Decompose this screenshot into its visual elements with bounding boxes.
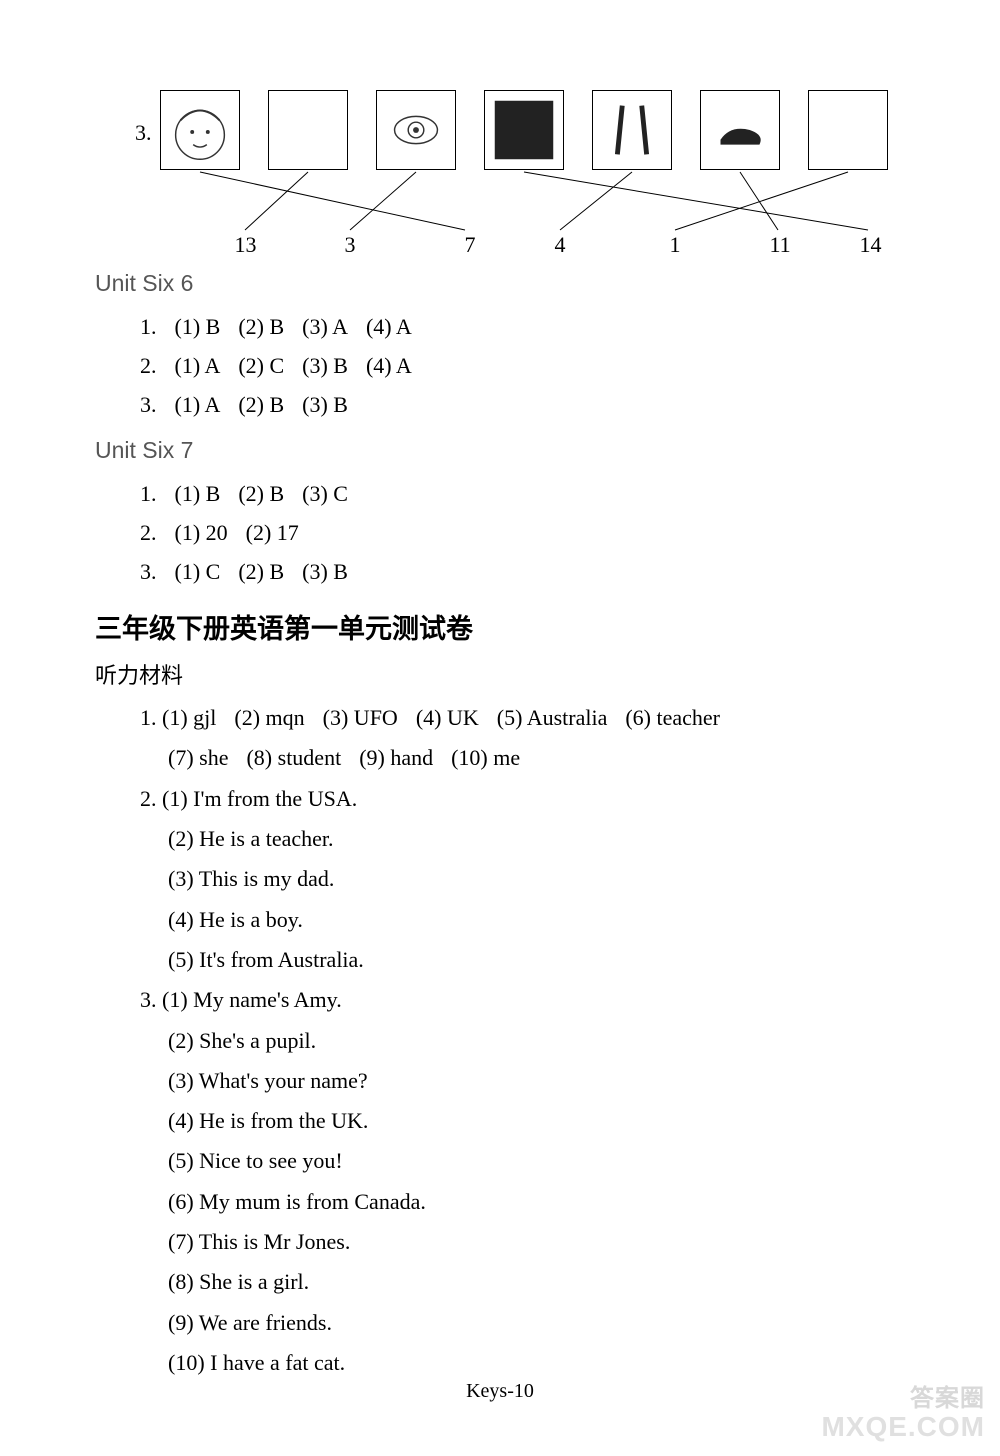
content-line: (7) This is Mr Jones. (168, 1224, 920, 1260)
content-line: 1. (1) gjl(2) mqn(3) UFO(4) UK(5) Austra… (140, 700, 920, 736)
answer-line: 3.(1) A(2) B(3) B (140, 387, 920, 422)
content-line: (7) she(8) student(9) hand(10) me (168, 740, 920, 776)
content-line: 2. (1) I'm from the USA. (140, 781, 920, 817)
content-line: (4) He is from the UK. (168, 1103, 920, 1139)
matching-exercise: 3. (135, 90, 920, 250)
answer-group: 1.(1) B(2) B(3) A(4) A 2.(1) A(2) C(3) B… (140, 309, 920, 423)
content-line: (4) He is a boy. (168, 902, 920, 938)
content-line: (9) We are friends. (168, 1305, 920, 1341)
content-line: 3. (1) My name's Amy. (140, 982, 920, 1018)
match-num: 7 (465, 232, 476, 258)
content-line: (2) She's a pupil. (168, 1023, 920, 1059)
match-num: 4 (555, 232, 566, 258)
listening-content: 1. (1) gjl(2) mqn(3) UFO(4) UK(5) Austra… (140, 700, 920, 1381)
test-heading: 三年级下册英语第一单元测试卷 (95, 607, 920, 646)
watermark-cn: 答案圈 (821, 1386, 985, 1412)
answer-line: 2.(1) 20(2) 17 (140, 515, 920, 550)
match-num: 11 (770, 232, 791, 258)
test-subheading: 听力材料 (95, 658, 920, 690)
watermark-en: MXQE.COM (821, 1412, 985, 1443)
answer-line: 1.(1) B(2) B(3) C (140, 476, 920, 511)
section-heading: Unit Six 6 (95, 270, 920, 297)
section-heading: Unit Six 7 (95, 437, 920, 464)
content-line: (3) This is my dad. (168, 861, 920, 897)
answer-group: 1.(1) B(2) B(3) C 2.(1) 20(2) 17 3.(1) C… (140, 476, 920, 590)
content-line: (10) I have a fat cat. (168, 1345, 920, 1381)
match-num: 14 (860, 232, 882, 258)
match-num: 1 (670, 232, 681, 258)
content-line: (8) She is a girl. (168, 1264, 920, 1300)
match-num: 3 (345, 232, 356, 258)
watermark: 答案圈 MXQE.COM (821, 1386, 985, 1443)
match-num: 13 (235, 232, 257, 258)
content-line: (2) He is a teacher. (168, 821, 920, 857)
content-line: (3) What's your name? (168, 1063, 920, 1099)
content-line: (5) Nice to see you! (168, 1143, 920, 1179)
matching-diagram: 13 3 7 4 1 11 14 (160, 90, 920, 250)
answer-line: 1.(1) B(2) B(3) A(4) A (140, 309, 920, 344)
answer-line: 2.(1) A(2) C(3) B(4) A (140, 348, 920, 383)
match-lines (160, 90, 920, 250)
question-number: 3. (135, 90, 152, 146)
answer-line: 3.(1) C(2) B(3) B (140, 554, 920, 589)
content-line: (5) It's from Australia. (168, 942, 920, 978)
content-line: (6) My mum is from Canada. (168, 1184, 920, 1220)
